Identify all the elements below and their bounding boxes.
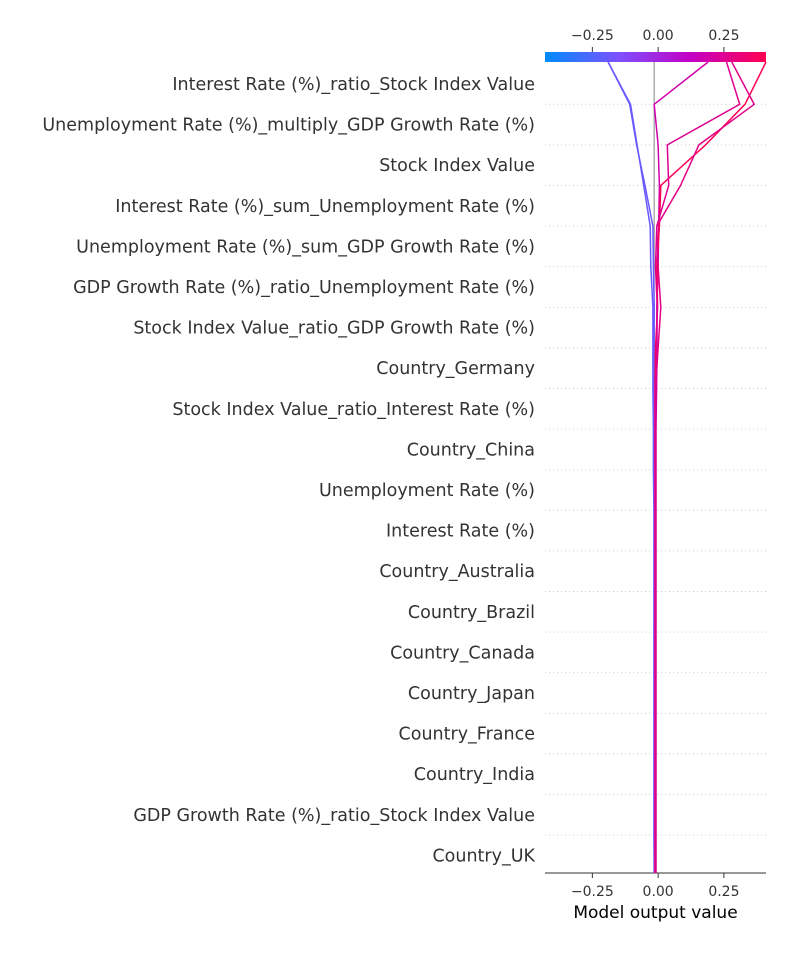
feature-label: Unemployment Rate (%) xyxy=(319,481,535,501)
feature-label: Country_Brazil xyxy=(408,603,535,623)
gridlines xyxy=(545,103,766,836)
decision-line xyxy=(607,61,655,874)
feature-label: Country_Germany xyxy=(376,359,535,379)
colorbar xyxy=(545,52,766,62)
feature-label: Country_UK xyxy=(432,846,535,866)
feature-label: GDP Growth Rate (%)_ratio_Unemployment R… xyxy=(73,278,535,298)
axes: −0.25 −0.25 0.00 0.00 0.25 0.25 xyxy=(545,28,766,900)
x-tick-label-bottom: 0.25 xyxy=(708,884,739,900)
x-axis-title: Model output value xyxy=(573,903,737,923)
feature-label: Interest Rate (%)_sum_Unemployment Rate … xyxy=(115,197,535,217)
decision-line xyxy=(654,61,767,873)
feature-label: Unemployment Rate (%)_sum_GDP Growth Rat… xyxy=(76,237,535,257)
feature-label: Stock Index Value xyxy=(379,156,535,176)
x-tick-label-bottom: 0.00 xyxy=(643,884,674,900)
decision-line xyxy=(607,61,655,873)
feature-label: Country_France xyxy=(399,725,535,745)
feature-label: Stock Index Value_ratio_Interest Rate (%… xyxy=(172,400,535,420)
feature-label: Country_China xyxy=(407,440,535,460)
feature-label: Country_Australia xyxy=(379,562,535,582)
x-tick-label-top: −0.25 xyxy=(571,28,614,44)
feature-label: Country_Canada xyxy=(390,643,535,663)
feature-label: GDP Growth Rate (%)_ratio_Stock Index Va… xyxy=(133,806,535,826)
feature-labels: Interest Rate (%)_ratio_Stock Index Valu… xyxy=(42,75,535,866)
decision-line xyxy=(654,61,756,873)
decision-lines xyxy=(607,61,767,874)
feature-label: Interest Rate (%)_ratio_Stock Index Valu… xyxy=(172,75,535,95)
feature-label: Interest Rate (%) xyxy=(386,522,535,542)
x-tick-label-bottom: −0.25 xyxy=(571,884,614,900)
x-tick-label-top: 0.00 xyxy=(643,28,674,44)
feature-label: Unemployment Rate (%)_multiply_GDP Growt… xyxy=(42,116,535,136)
feature-label: Stock Index Value_ratio_GDP Growth Rate … xyxy=(133,319,535,339)
feature-label: Country_Japan xyxy=(408,684,535,704)
decision-line xyxy=(654,61,741,873)
x-tick-label-top: 0.25 xyxy=(708,28,739,44)
feature-label: Country_India xyxy=(414,765,535,785)
